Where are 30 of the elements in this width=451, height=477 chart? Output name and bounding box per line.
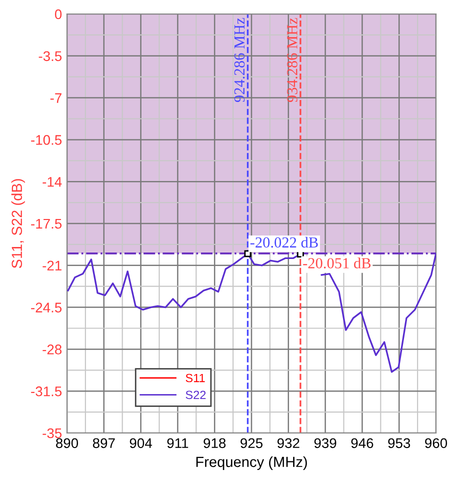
ref-line-label: 924.286 MHz — [234, 18, 245, 102]
x-tick-label: 904 — [130, 438, 152, 448]
x-tick-label: 911 — [167, 438, 188, 448]
x-tick-label: 918 — [204, 438, 226, 448]
y-tick-label: 0 — [54, 9, 62, 20]
y-tick-label: -31.5 — [31, 386, 62, 396]
annotation: -20.051 dB — [303, 258, 371, 268]
x-tick-label: 939 — [314, 438, 336, 448]
legend-label: S11 — [186, 374, 205, 382]
annotation: -20.022 dB — [250, 236, 318, 248]
ref-line-label: 934.286 MHz — [287, 18, 298, 102]
x-tick-label: 953 — [388, 438, 410, 448]
y-tick-label: -10.5 — [31, 135, 62, 145]
y-tick-label: -14 — [42, 177, 62, 187]
x-tick-label: 897 — [92, 438, 115, 448]
x-tick-label: 925 — [240, 438, 263, 448]
x-tick-label: 960 — [425, 438, 448, 448]
y-tick-label: -3.5 — [38, 51, 62, 62]
x-axis-title: Frequency (MHz) — [196, 456, 307, 470]
x-tick-label: 946 — [351, 438, 374, 448]
y-axis-title: S11, S22 (dB) — [11, 179, 25, 268]
y-tick-label: -7 — [50, 93, 62, 103]
y-tick-label: -21 — [42, 260, 62, 270]
y-tick-label: -24.5 — [31, 302, 62, 312]
y-tick-label: -28 — [42, 344, 62, 354]
y-tick-label: -17.5 — [31, 218, 62, 229]
legend-label: S22 — [186, 390, 206, 400]
x-tick-label: 890 — [56, 438, 78, 448]
x-tick-label: 932 — [277, 438, 300, 448]
y-tick-label: -35 — [42, 428, 62, 438]
